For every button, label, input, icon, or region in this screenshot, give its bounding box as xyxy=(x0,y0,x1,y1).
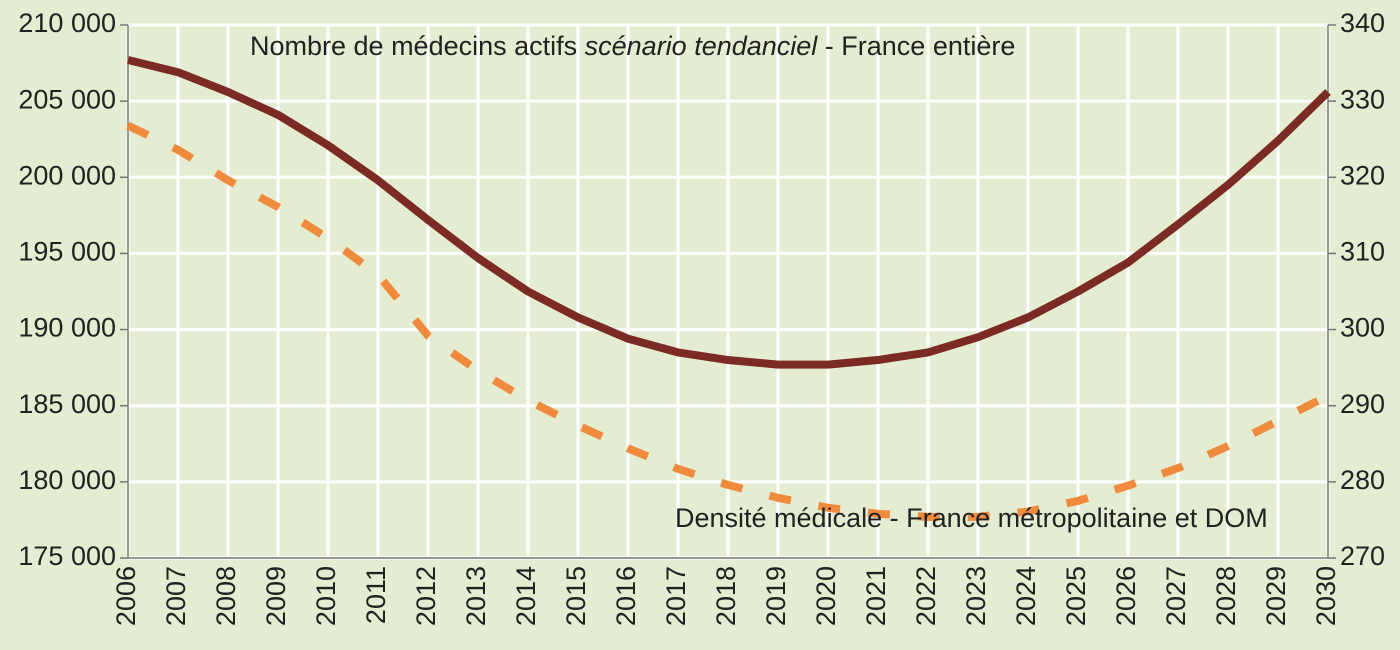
annotation: Densité médicale - France métropolitaine… xyxy=(675,503,1268,533)
x-tick-label: 2021 xyxy=(861,566,891,626)
series-line xyxy=(127,56,1331,369)
y2-tick-label: 320 xyxy=(1340,160,1385,190)
x-tick-label: 2013 xyxy=(461,566,491,626)
y-tick-label: 195 000 xyxy=(18,237,116,267)
y2-tick-label: 300 xyxy=(1340,313,1385,343)
x-tick-label: 2007 xyxy=(161,566,191,626)
x-tick-label: 2029 xyxy=(1261,566,1291,626)
x-tick-label: 2025 xyxy=(1061,566,1091,626)
x-tick-label: 2016 xyxy=(611,566,641,626)
y-tick-label: 180 000 xyxy=(18,465,116,495)
x-tick-label: 2006 xyxy=(111,566,141,626)
y2-tick-label: 280 xyxy=(1340,465,1385,495)
y2-tick-label: 310 xyxy=(1340,237,1385,267)
series-line xyxy=(126,121,1330,521)
annotation-part: scénario tendanciel xyxy=(585,31,819,61)
x-tick-label: 2011 xyxy=(361,566,391,624)
x-tick-label: 2022 xyxy=(911,566,941,626)
annotation: Nombre de médecins actifs scénario tenda… xyxy=(250,31,1015,61)
x-tick-label: 2009 xyxy=(261,566,291,626)
y-tick-label: 175 000 xyxy=(18,541,116,571)
y2-tick-label: 340 xyxy=(1340,8,1385,38)
y-tick-label: 205 000 xyxy=(18,84,116,114)
x-tick-label: 2018 xyxy=(711,566,741,626)
x-tick-label: 2027 xyxy=(1161,566,1191,626)
y2-tick-label: 270 xyxy=(1340,541,1385,571)
annotation-part: Nombre de médecins actifs xyxy=(250,31,585,61)
y2-tick-label: 330 xyxy=(1340,84,1385,114)
x-tick-label: 2015 xyxy=(561,566,591,626)
y-tick-label: 190 000 xyxy=(18,313,116,343)
x-tick-label: 2010 xyxy=(311,566,341,626)
y-tick-label: 200 000 xyxy=(18,160,116,190)
annotation-part: - France entière xyxy=(817,31,1015,61)
x-tick-label: 2024 xyxy=(1011,566,1041,626)
x-tick-label: 2020 xyxy=(811,566,841,626)
y-tick-label: 210 000 xyxy=(18,8,116,38)
x-tick-label: 2023 xyxy=(961,566,991,626)
x-tick-label: 2017 xyxy=(661,566,691,626)
x-tick-label: 2019 xyxy=(761,566,791,626)
y-tick-label: 185 000 xyxy=(18,389,116,419)
x-tick-label: 2012 xyxy=(411,566,441,626)
y2-tick-label: 290 xyxy=(1340,389,1385,419)
x-tick-label: 2014 xyxy=(511,566,541,626)
x-tick-label: 2026 xyxy=(1111,566,1141,626)
x-tick-label: 2030 xyxy=(1311,566,1341,626)
x-tick-label: 2008 xyxy=(211,566,241,626)
x-tick-label: 2028 xyxy=(1211,566,1241,626)
